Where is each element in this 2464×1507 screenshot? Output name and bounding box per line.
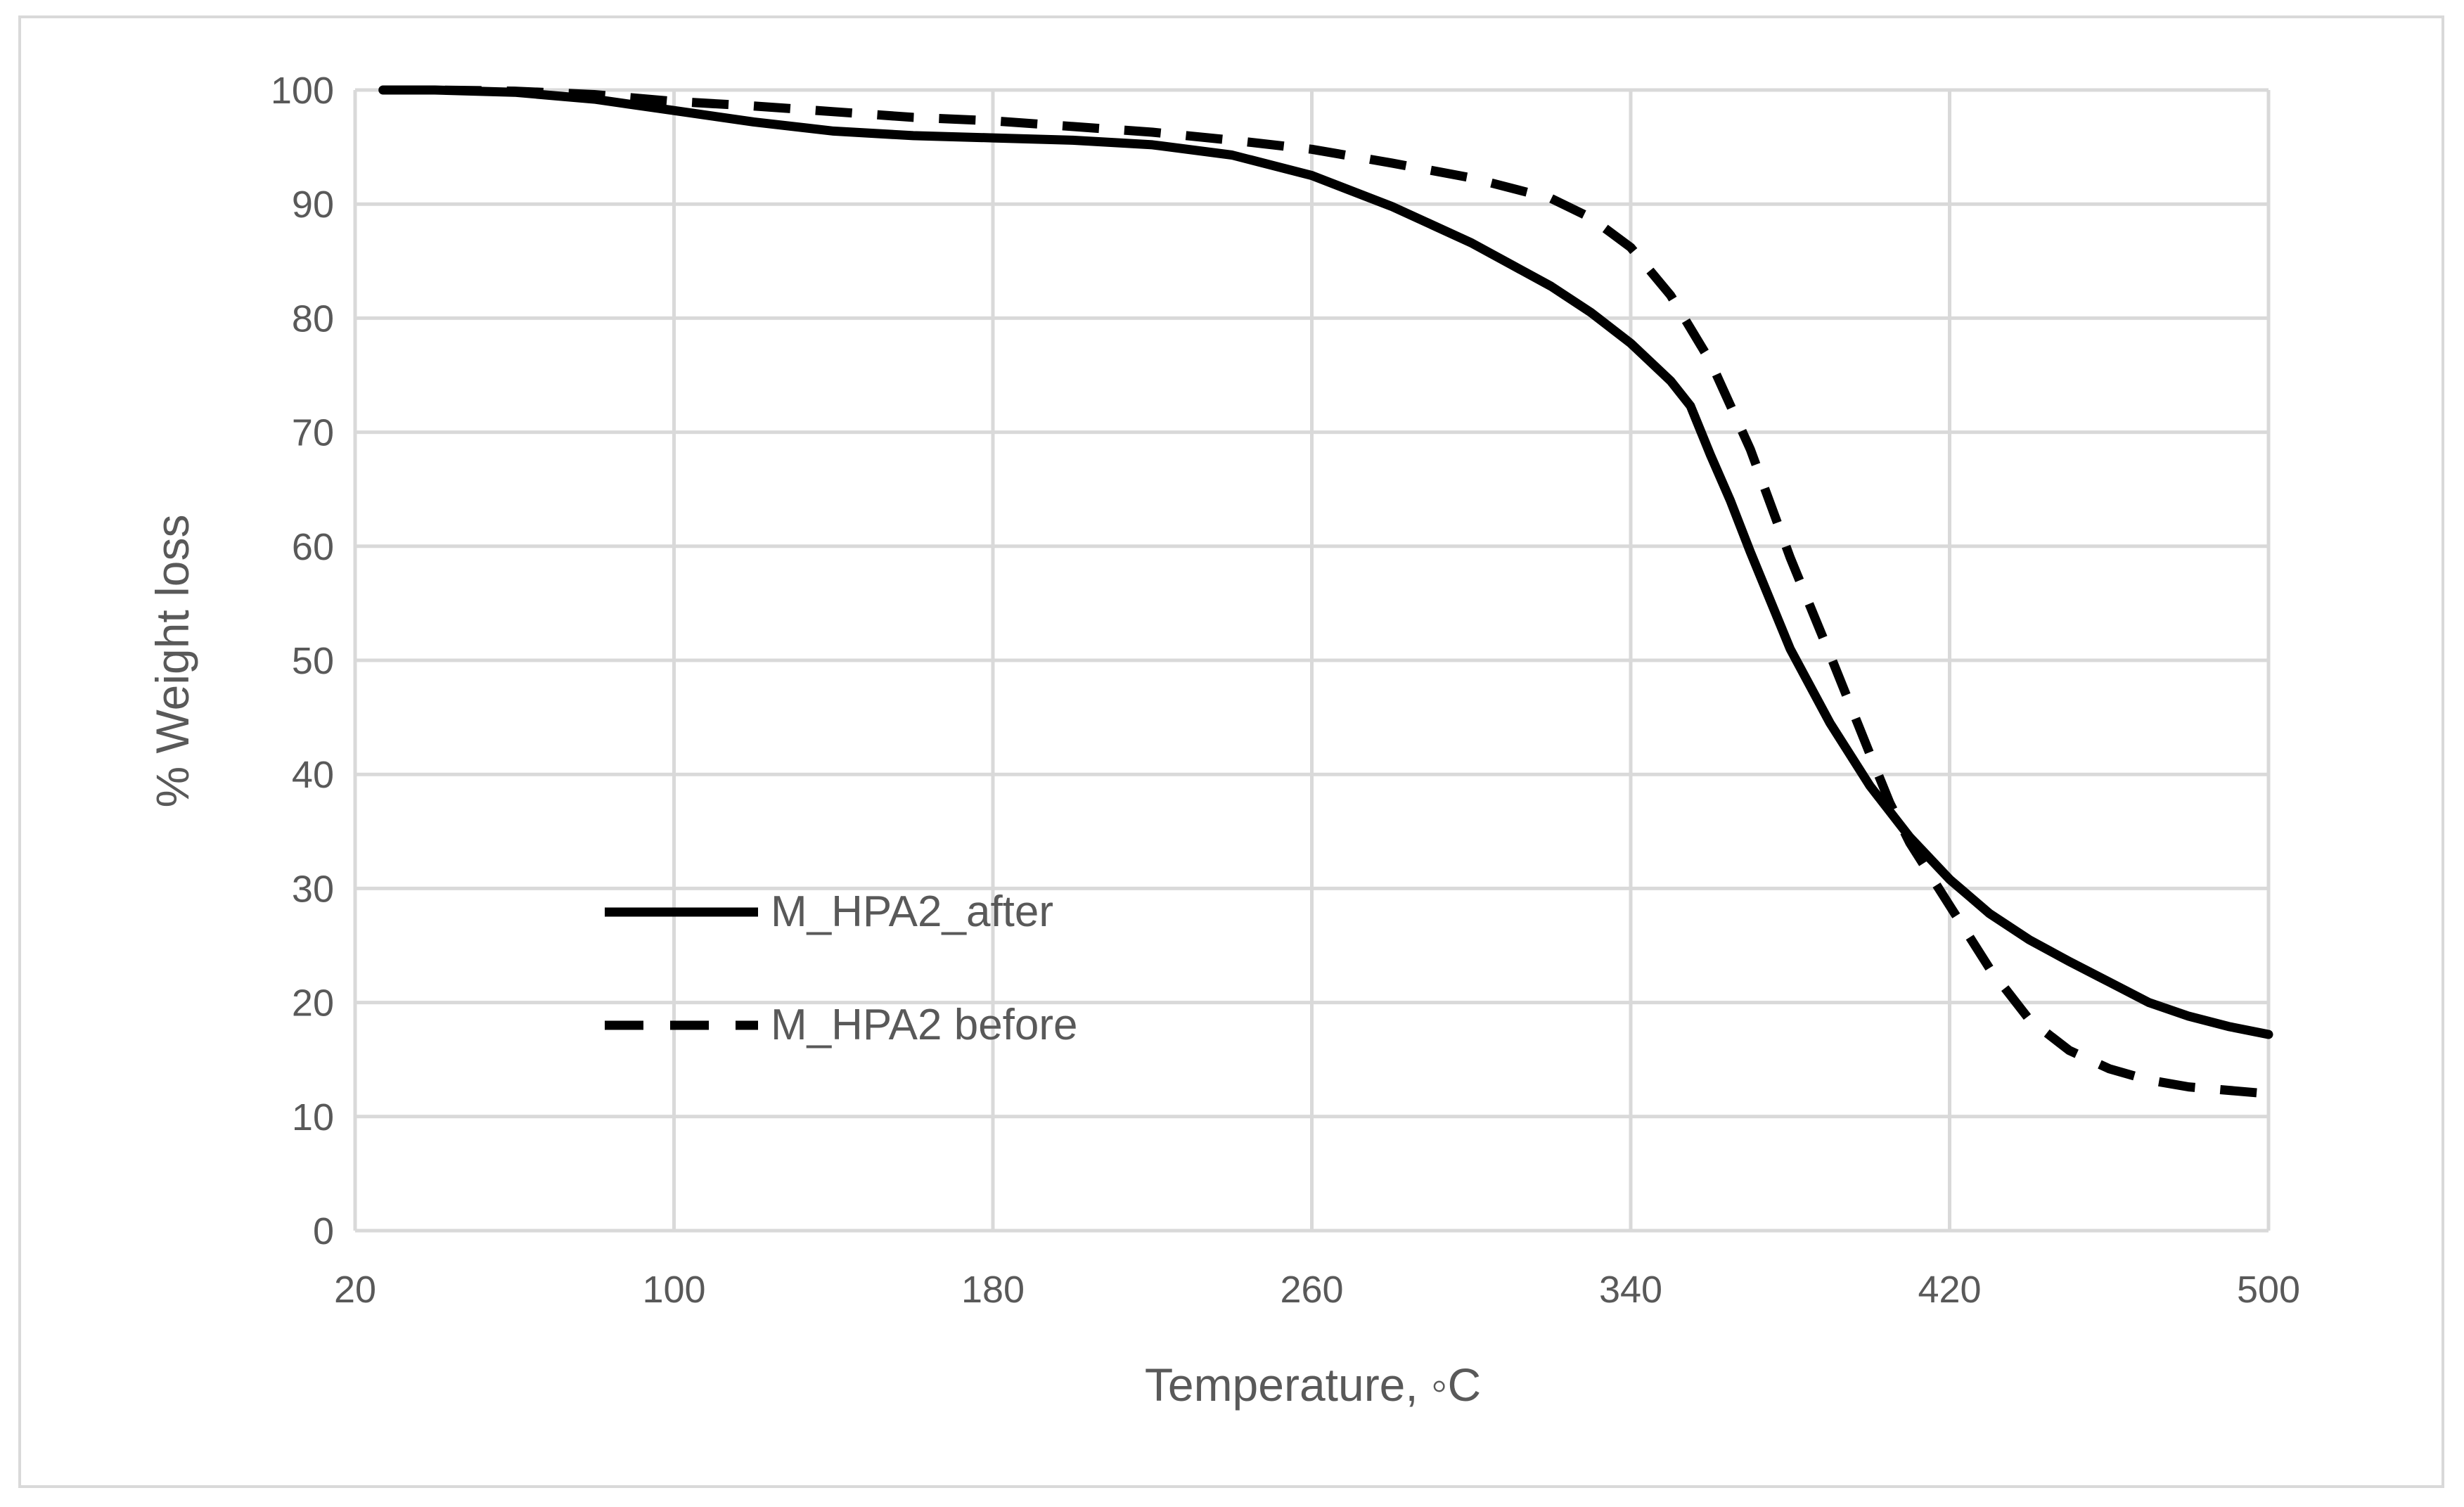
x-tick-label: 260 <box>1280 1269 1343 1311</box>
y-tick-label: 100 <box>271 70 334 112</box>
y-tick-label: 70 <box>292 412 334 454</box>
x-tick-label: 420 <box>1918 1269 1981 1311</box>
x-tick-label: 180 <box>961 1269 1025 1311</box>
y-tick-label: 0 <box>313 1210 334 1252</box>
y-tick-label: 80 <box>292 297 334 340</box>
y-axis-title: % Weight loss <box>146 515 198 808</box>
x-tick-label: 340 <box>1599 1269 1662 1311</box>
x-tick-label: 500 <box>2237 1269 2300 1311</box>
series-line-after <box>378 85 2273 1039</box>
y-tick-label: 30 <box>292 868 334 910</box>
series-line-before <box>383 85 2269 1098</box>
x-tick-label: 100 <box>642 1269 705 1311</box>
grid-layer <box>353 88 2271 1233</box>
y-tick-label: 60 <box>292 526 334 568</box>
x-axis-title: Temperature, ◦C <box>1145 1359 1481 1411</box>
y-tick-label: 20 <box>292 982 334 1025</box>
legend-label-after: M_HPA2_after <box>771 887 1053 936</box>
y-tick-label: 50 <box>292 640 334 682</box>
tick-label-layer: 0 10 20 30 40 50 60 70 80 90 100 20 100 180 260 340 420 5… <box>271 70 2300 1311</box>
x-tick-label: 20 <box>334 1269 376 1311</box>
y-tick-label: 90 <box>292 184 334 226</box>
chart-frame <box>18 15 2444 1488</box>
y-tick-label: 40 <box>292 754 334 796</box>
series-layer <box>378 85 2273 1098</box>
legend: M_HPA2_after M_HPA2 before <box>605 887 1078 1049</box>
y-tick-label: 10 <box>292 1096 334 1139</box>
legend-label-before: M_HPA2 before <box>771 1001 1078 1049</box>
